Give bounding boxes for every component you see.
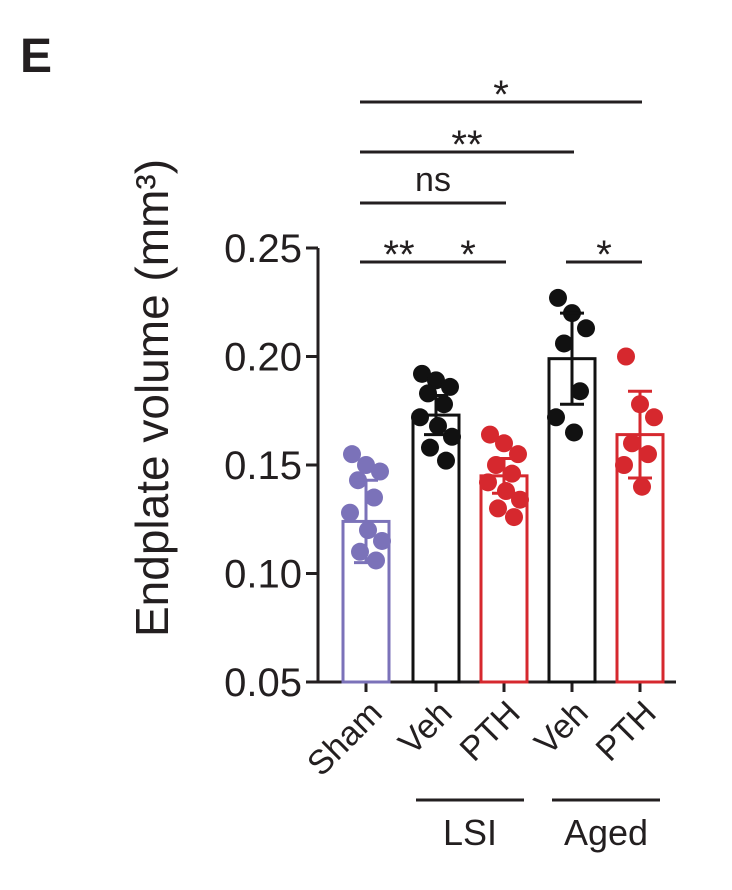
- data-point: [577, 319, 595, 337]
- category-label: PTH: [453, 694, 528, 769]
- data-point: [411, 408, 429, 426]
- significance-label: *: [460, 233, 476, 277]
- data-point: [565, 423, 583, 441]
- bars: [343, 359, 663, 682]
- group-label: LSI: [443, 812, 497, 853]
- significance-brackets: ** * *ns***: [360, 73, 642, 277]
- category-label: Sham: [300, 694, 390, 784]
- data-point: [443, 428, 461, 446]
- data-point: [365, 489, 383, 507]
- data-point: [441, 378, 459, 396]
- data-point: [633, 478, 651, 496]
- data-point: [341, 504, 359, 522]
- data-point: [555, 334, 573, 352]
- data-point: [503, 465, 521, 483]
- data-point: [421, 439, 439, 457]
- data-point: [505, 508, 523, 526]
- bar: [549, 359, 595, 682]
- significance-label: **: [451, 123, 482, 167]
- significance-label: **: [383, 233, 414, 277]
- data-point: [509, 445, 527, 463]
- significance-label: *: [493, 73, 509, 117]
- data-point: [645, 408, 663, 426]
- data-point: [489, 499, 507, 517]
- category-label: PTH: [589, 694, 664, 769]
- data-point: [437, 452, 455, 470]
- y-tick-label: 0.20: [224, 336, 302, 380]
- data-point: [571, 382, 589, 400]
- data-point: [371, 463, 389, 481]
- category-label: Veh: [527, 694, 595, 762]
- data-point: [615, 456, 633, 474]
- group-labels: LSI Aged: [416, 800, 660, 853]
- y-tick-label: 0.05: [224, 661, 302, 705]
- significance-label: ns: [415, 161, 451, 199]
- data-point: [639, 445, 657, 463]
- data-point: [547, 408, 565, 426]
- panel-label: E: [20, 30, 52, 83]
- y-tick-label: 0.25: [224, 227, 302, 271]
- data-point: [623, 434, 641, 452]
- data-point: [419, 384, 437, 402]
- data-point: [373, 532, 391, 550]
- y-tick-label: 0.10: [224, 553, 302, 597]
- data-point: [435, 395, 453, 413]
- data-point: [367, 551, 385, 569]
- y-tick-label: 0.15: [224, 444, 302, 488]
- significance-label: *: [596, 233, 612, 277]
- data-point: [617, 348, 635, 366]
- category-label: Veh: [391, 694, 459, 762]
- y-axis-label: Endplate volume (mm³): [126, 159, 178, 637]
- group-label: Aged: [564, 812, 648, 853]
- data-point: [479, 473, 497, 491]
- data-point: [549, 289, 567, 307]
